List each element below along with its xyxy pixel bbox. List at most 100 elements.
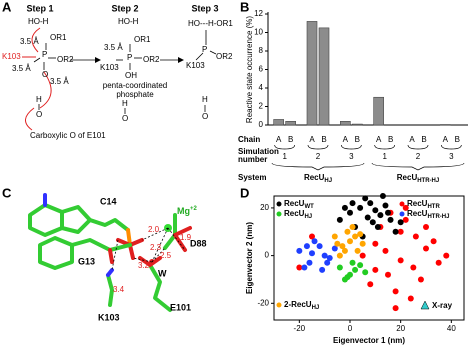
point <box>377 212 384 219</box>
point <box>359 252 366 259</box>
atom-label: OR2 <box>143 55 160 64</box>
residue-label: E101 <box>170 302 191 312</box>
name: RecU <box>407 209 428 218</box>
point <box>316 243 323 250</box>
legend-marker <box>276 201 282 207</box>
point <box>336 252 343 259</box>
point <box>423 245 429 252</box>
bar <box>285 121 296 126</box>
point <box>385 209 391 216</box>
legend-label: RecUHTR-HJ <box>407 209 449 219</box>
x-tick-label: 40 <box>447 324 456 333</box>
legend-label: RecUWT <box>284 199 314 209</box>
chain-label: A <box>409 135 415 144</box>
bar <box>306 21 318 126</box>
point <box>372 207 379 214</box>
point <box>347 238 353 245</box>
point <box>359 240 366 247</box>
atom-label: HO-H <box>28 17 49 26</box>
distance: 3.5 Å <box>20 37 39 46</box>
subscript: HJ <box>312 305 320 311</box>
legend-label: RecUHJ <box>284 209 312 219</box>
point <box>334 240 341 247</box>
y-tick-label: 12 <box>254 9 263 18</box>
brace <box>407 144 429 150</box>
simulation-number: 2 <box>316 152 321 161</box>
legend-label: 2-RecUHJ <box>284 300 319 310</box>
point <box>410 264 417 271</box>
legend-marker <box>399 201 405 207</box>
residue-label: G13 <box>78 256 95 266</box>
residue-label: D88 <box>190 238 207 248</box>
point <box>367 200 374 207</box>
panel-label: D <box>240 185 249 200</box>
brace <box>340 144 362 150</box>
chain-label: A <box>276 135 282 144</box>
point <box>301 264 308 271</box>
atom-label: O <box>122 114 128 123</box>
name: 2-RecU <box>284 300 312 309</box>
point <box>367 281 374 288</box>
atom-label: P <box>127 53 132 62</box>
system-label: RecUHTR-HJ <box>397 173 439 183</box>
row-label: Chain <box>238 135 260 144</box>
bar <box>352 123 363 126</box>
arrow-head <box>95 57 101 63</box>
step-title: Step 1 <box>26 3 53 13</box>
y-tick-label: 0 <box>259 120 264 129</box>
simulation-number: 2 <box>416 152 421 161</box>
distance: 1.9 <box>180 233 192 242</box>
row-label: System <box>238 173 266 182</box>
y-tick-label: 6 <box>259 65 264 74</box>
y-axis-label: Reactive state occurrence (%) <box>245 16 254 123</box>
point <box>372 266 379 273</box>
point <box>397 219 404 226</box>
row-label: number <box>238 155 267 164</box>
simulation-number: 1 <box>282 152 287 161</box>
distance: 3.4 <box>113 285 125 294</box>
point <box>372 240 379 247</box>
plot-frame <box>273 195 465 321</box>
distance: 2.3 <box>150 243 162 252</box>
point <box>349 259 356 266</box>
molecule <box>28 193 192 312</box>
bar <box>340 121 351 126</box>
simulation-number: 3 <box>449 152 454 161</box>
chain-label: A <box>343 135 349 144</box>
panel-label: C <box>2 185 12 200</box>
point <box>392 305 399 312</box>
point <box>319 266 326 273</box>
chain-label: B <box>288 135 293 144</box>
x-tick-label: -20 <box>294 324 306 333</box>
point <box>357 204 364 211</box>
point <box>397 228 404 235</box>
brace <box>374 144 396 150</box>
point <box>435 259 442 266</box>
legend-marker <box>276 211 282 217</box>
residue-label: K103 <box>98 312 120 322</box>
atom-label: OR2 <box>216 52 233 61</box>
point <box>341 204 348 211</box>
step-title: Step 2 <box>111 3 138 13</box>
subscript: HTR-HJ <box>427 214 449 220</box>
distance: 3.2 <box>138 261 150 270</box>
point <box>306 259 313 266</box>
simulation-number: 3 <box>349 152 354 161</box>
x-tick-label: 20 <box>396 324 405 333</box>
point <box>344 228 351 235</box>
y-tick-label: 20 <box>260 203 269 212</box>
atom-label: P <box>202 45 207 54</box>
point <box>387 216 394 223</box>
chain-label: B <box>421 135 426 144</box>
atom-label: O <box>36 110 42 119</box>
brace <box>274 144 296 150</box>
atom-label: HO---H-OR1 <box>188 19 233 28</box>
caption: penta-coordinated <box>103 81 168 90</box>
atom-label: OR2 <box>57 55 74 64</box>
ion-label: Mg+2 <box>177 206 198 217</box>
point <box>321 252 328 259</box>
atom-label: H <box>202 95 208 104</box>
row-label: Simulation <box>238 147 279 156</box>
